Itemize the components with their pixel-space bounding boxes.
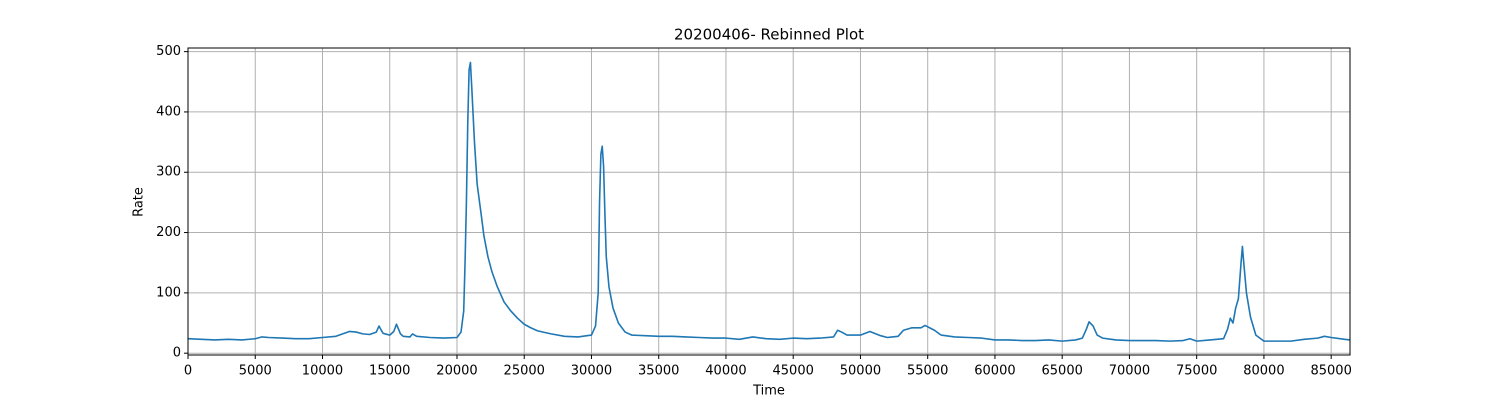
- chart-title: 20200406- Rebinned Plot: [674, 26, 864, 44]
- x-tick-label: 30000: [571, 364, 612, 379]
- x-tick-label: 40000: [705, 364, 746, 379]
- x-tick-label: 35000: [638, 364, 679, 379]
- y-tick-label: 100: [156, 285, 181, 300]
- x-tick-label: 50000: [840, 364, 881, 379]
- y-tick-label: 200: [156, 225, 181, 240]
- y-axis-label: Rate: [132, 187, 147, 217]
- y-tick-label: 0: [173, 346, 181, 361]
- y-tick-label: 400: [156, 104, 181, 119]
- ticks: 0 5000 10000 15000 20000 25000 30000 35000 40000…: [156, 44, 1352, 378]
- plot: [187, 61, 1351, 342]
- x-tick-label: 55000: [907, 364, 948, 379]
- x-tick-label: 65000: [1042, 364, 1083, 379]
- x-tick-label: 5000: [239, 364, 272, 379]
- x-tick-label: 10000: [302, 364, 343, 379]
- x-tick-label: 45000: [773, 364, 814, 379]
- x-tick-label: 75000: [1176, 364, 1217, 379]
- x-tick-label: 20000: [436, 364, 477, 379]
- axes-frame: [187, 47, 1351, 356]
- x-tick-label: 60000: [974, 364, 1015, 379]
- x-tick-label: 0: [184, 364, 192, 379]
- x-tick-label: 15000: [369, 364, 410, 379]
- x-tick-label: 70000: [1109, 364, 1150, 379]
- x-tick-label: 85000: [1310, 364, 1351, 379]
- y-tick-label: 300: [156, 165, 181, 180]
- data-line: [187, 61, 1351, 342]
- x-tick-label: 25000: [504, 364, 545, 379]
- x-axis-label: Time: [752, 384, 785, 399]
- grid: [187, 48, 1350, 355]
- x-tick-label: 80000: [1243, 364, 1284, 379]
- y-tick-label: 500: [156, 44, 181, 59]
